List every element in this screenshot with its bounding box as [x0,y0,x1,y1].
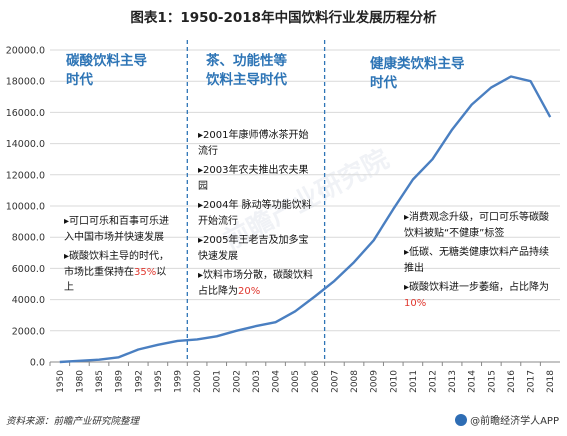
note-item: ▸消费观念升级，可口可乐等碳酸饮料被贴“不健康”标签 [404,210,554,241]
era-1-notes: ▸可口可乐和百事可乐进入中国市场并快速发展 ▸碳酸饮料主导的时代，市场比重保持在3… [64,214,174,300]
note-item: ▸饮料市场分散，碳酸饮料占比降为20% [198,268,318,299]
brand-logo-icon [455,414,468,426]
note-highlight: 35% [134,266,157,278]
brand-credit: @前瞻经济学人APP [455,412,559,427]
x-tick-label: 2007 [330,370,340,393]
note-item: ▸低碳、无糖类健康饮料产品持续推出 [404,245,554,276]
era-2-title: 茶、功能性等 饮料主导时代 [206,53,287,88]
note-text: ▸2005年王老吉及加多宝快速发展 [198,235,309,262]
x-tick-label: 2014 [468,370,478,393]
y-tick-label: 18000.0 [6,77,45,88]
x-tick-label: 2016 [507,370,517,393]
y-tick-label: 4000.0 [12,295,45,306]
x-tick-label: 2000 [193,370,203,393]
era-3-title: 健康类饮料主导 时代 [370,56,465,91]
note-item: ▸碳酸饮料主导的时代，市场比重保持在35%以上 [64,249,174,296]
note-item: ▸碳酸饮料进一步萎缩，占比降为 10% [404,280,554,311]
y-tick-label: 14000.0 [6,139,45,150]
x-tick-label: 2005 [291,370,301,393]
y-tick-label: 8000.0 [12,233,45,244]
x-tick-label: 2015 [487,370,497,393]
x-tick-label: 1950 [56,370,66,393]
note-text: ▸碳酸饮料进一步萎缩，占比降为 [404,282,550,293]
x-tick-label: 2003 [252,370,262,393]
x-tick-label: 2013 [448,370,458,393]
note-text: ▸低碳、无糖类健康饮料产品持续推出 [404,247,550,274]
x-tick-label: 2006 [311,370,321,393]
note-text: ▸可口可乐和百事可乐进入中国市场并快速发展 [64,216,170,243]
note-item: ▸2004年 脉动等功能饮料开始流行 [198,198,318,229]
x-tick-label: 2012 [429,370,439,393]
note-item: ▸2003年农夫推出农夫果园 [198,163,318,194]
y-tick-label: 12000.0 [6,170,45,181]
note-item: ▸2005年王老吉及加多宝快速发展 [198,233,318,264]
note-text: ▸2003年农夫推出农夫果园 [198,165,309,192]
x-tick-label: 2010 [389,370,399,393]
x-tick-label: 2009 [370,370,380,393]
y-tick-label: 6000.0 [12,264,45,275]
x-tick-label: 2017 [527,370,537,393]
note-text: ▸2004年 脉动等功能饮料开始流行 [198,200,312,227]
note-highlight: 10% [404,297,427,309]
y-tick-label: 0.0 [30,358,45,369]
note-text: ▸碳酸饮料主导的时代，市场比重保持在 [64,251,170,278]
x-tick-label: 1989 [115,370,125,393]
x-tick-label: 1985 [95,370,105,393]
x-tick-label: 2008 [350,370,360,393]
x-tick-label: 2001 [213,370,223,393]
era-3-notes: ▸消费观念升级，可口可乐等碳酸饮料被贴“不健康”标签 ▸低碳、无糖类健康饮料产品持… [404,210,554,315]
note-text: ▸2001年康师傅冰茶开始流行 [198,130,309,157]
note-text: ▸饮料市场分散，碳酸饮料占比降为 [198,270,314,297]
x-tick-label: 2011 [409,370,419,393]
source-note: 资料来源：前瞻产业研究院整理 [6,416,140,427]
y-tick-label: 16000.0 [6,108,45,119]
note-highlight: 20% [238,285,261,297]
x-tick-label: 1992 [134,370,144,393]
x-tick-label: 2018 [546,370,556,393]
note-text: ▸消费观念升级，可口可乐等碳酸饮料被贴“不健康”标签 [404,212,550,239]
brand-text: @前瞻经济学人APP [470,416,559,427]
note-item: ▸可口可乐和百事可乐进入中国市场并快速发展 [64,214,174,245]
note-item: ▸2001年康师傅冰茶开始流行 [198,128,318,159]
y-tick-label: 2000.0 [12,326,45,337]
x-tick-label: 2002 [232,370,242,393]
chart-title: 图表1：1950-2018年中国饮料行业发展历程分析 [130,10,437,26]
y-tick-label: 20000.0 [6,46,45,57]
x-tick-label: 1980 [75,370,85,393]
note-suffix: 以上 [64,266,167,294]
x-tick-label: 2004 [272,370,282,393]
era-2-notes: ▸2001年康师傅冰茶开始流行 ▸2003年农夫推出农夫果园 ▸2004年 脉动等功… [198,128,318,303]
x-tick-label: 1995 [154,370,164,393]
y-tick-label: 10000.0 [6,202,45,213]
era-1-title: 碳酸饮料主导 时代 [66,53,147,88]
series-line [59,75,552,364]
x-tick-label: 1999 [174,370,184,393]
